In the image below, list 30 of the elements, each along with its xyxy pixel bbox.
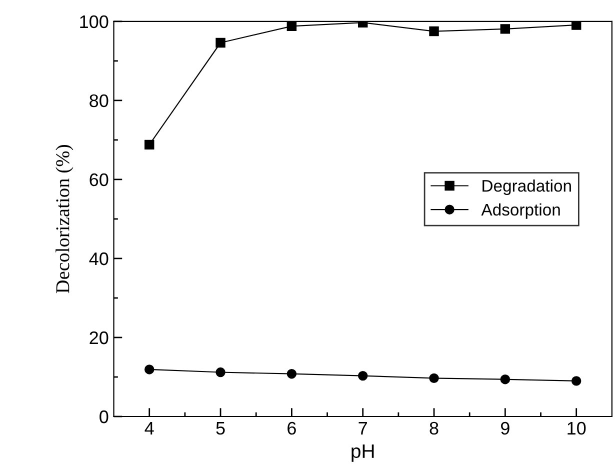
x-tick-label: 7 <box>358 422 367 434</box>
point <box>216 367 226 378</box>
point <box>216 38 226 48</box>
y-tick-label: 0 <box>100 410 108 424</box>
point <box>286 21 297 32</box>
point <box>571 376 582 386</box>
y-tick-label: 60 <box>90 173 108 186</box>
point <box>429 373 439 384</box>
x-tick-label: 10 <box>568 422 586 435</box>
point <box>144 364 154 374</box>
y-tick-label: 80 <box>90 94 108 108</box>
point <box>429 26 439 36</box>
point <box>358 370 368 381</box>
x-tick-label: 6 <box>288 422 296 435</box>
x-tick-label: 9 <box>501 422 510 435</box>
y-tick-label: 100 <box>80 15 108 28</box>
point <box>500 374 510 384</box>
y-tick-label: 20 <box>90 331 108 344</box>
x-axis-title: pH <box>352 444 374 462</box>
legend-label: Degradation <box>482 180 571 196</box>
point <box>571 21 582 30</box>
point <box>144 140 154 150</box>
point <box>500 24 510 34</box>
legend-label: Adsorption <box>481 203 560 219</box>
x-tick-label: 8 <box>430 422 438 435</box>
x-tick-label: 5 <box>216 422 225 435</box>
point <box>286 368 297 379</box>
y-tick-label: 40 <box>89 252 108 266</box>
x-tick-label: 4 <box>144 422 154 434</box>
y-axis-title: Decolorization (%) <box>56 145 74 294</box>
